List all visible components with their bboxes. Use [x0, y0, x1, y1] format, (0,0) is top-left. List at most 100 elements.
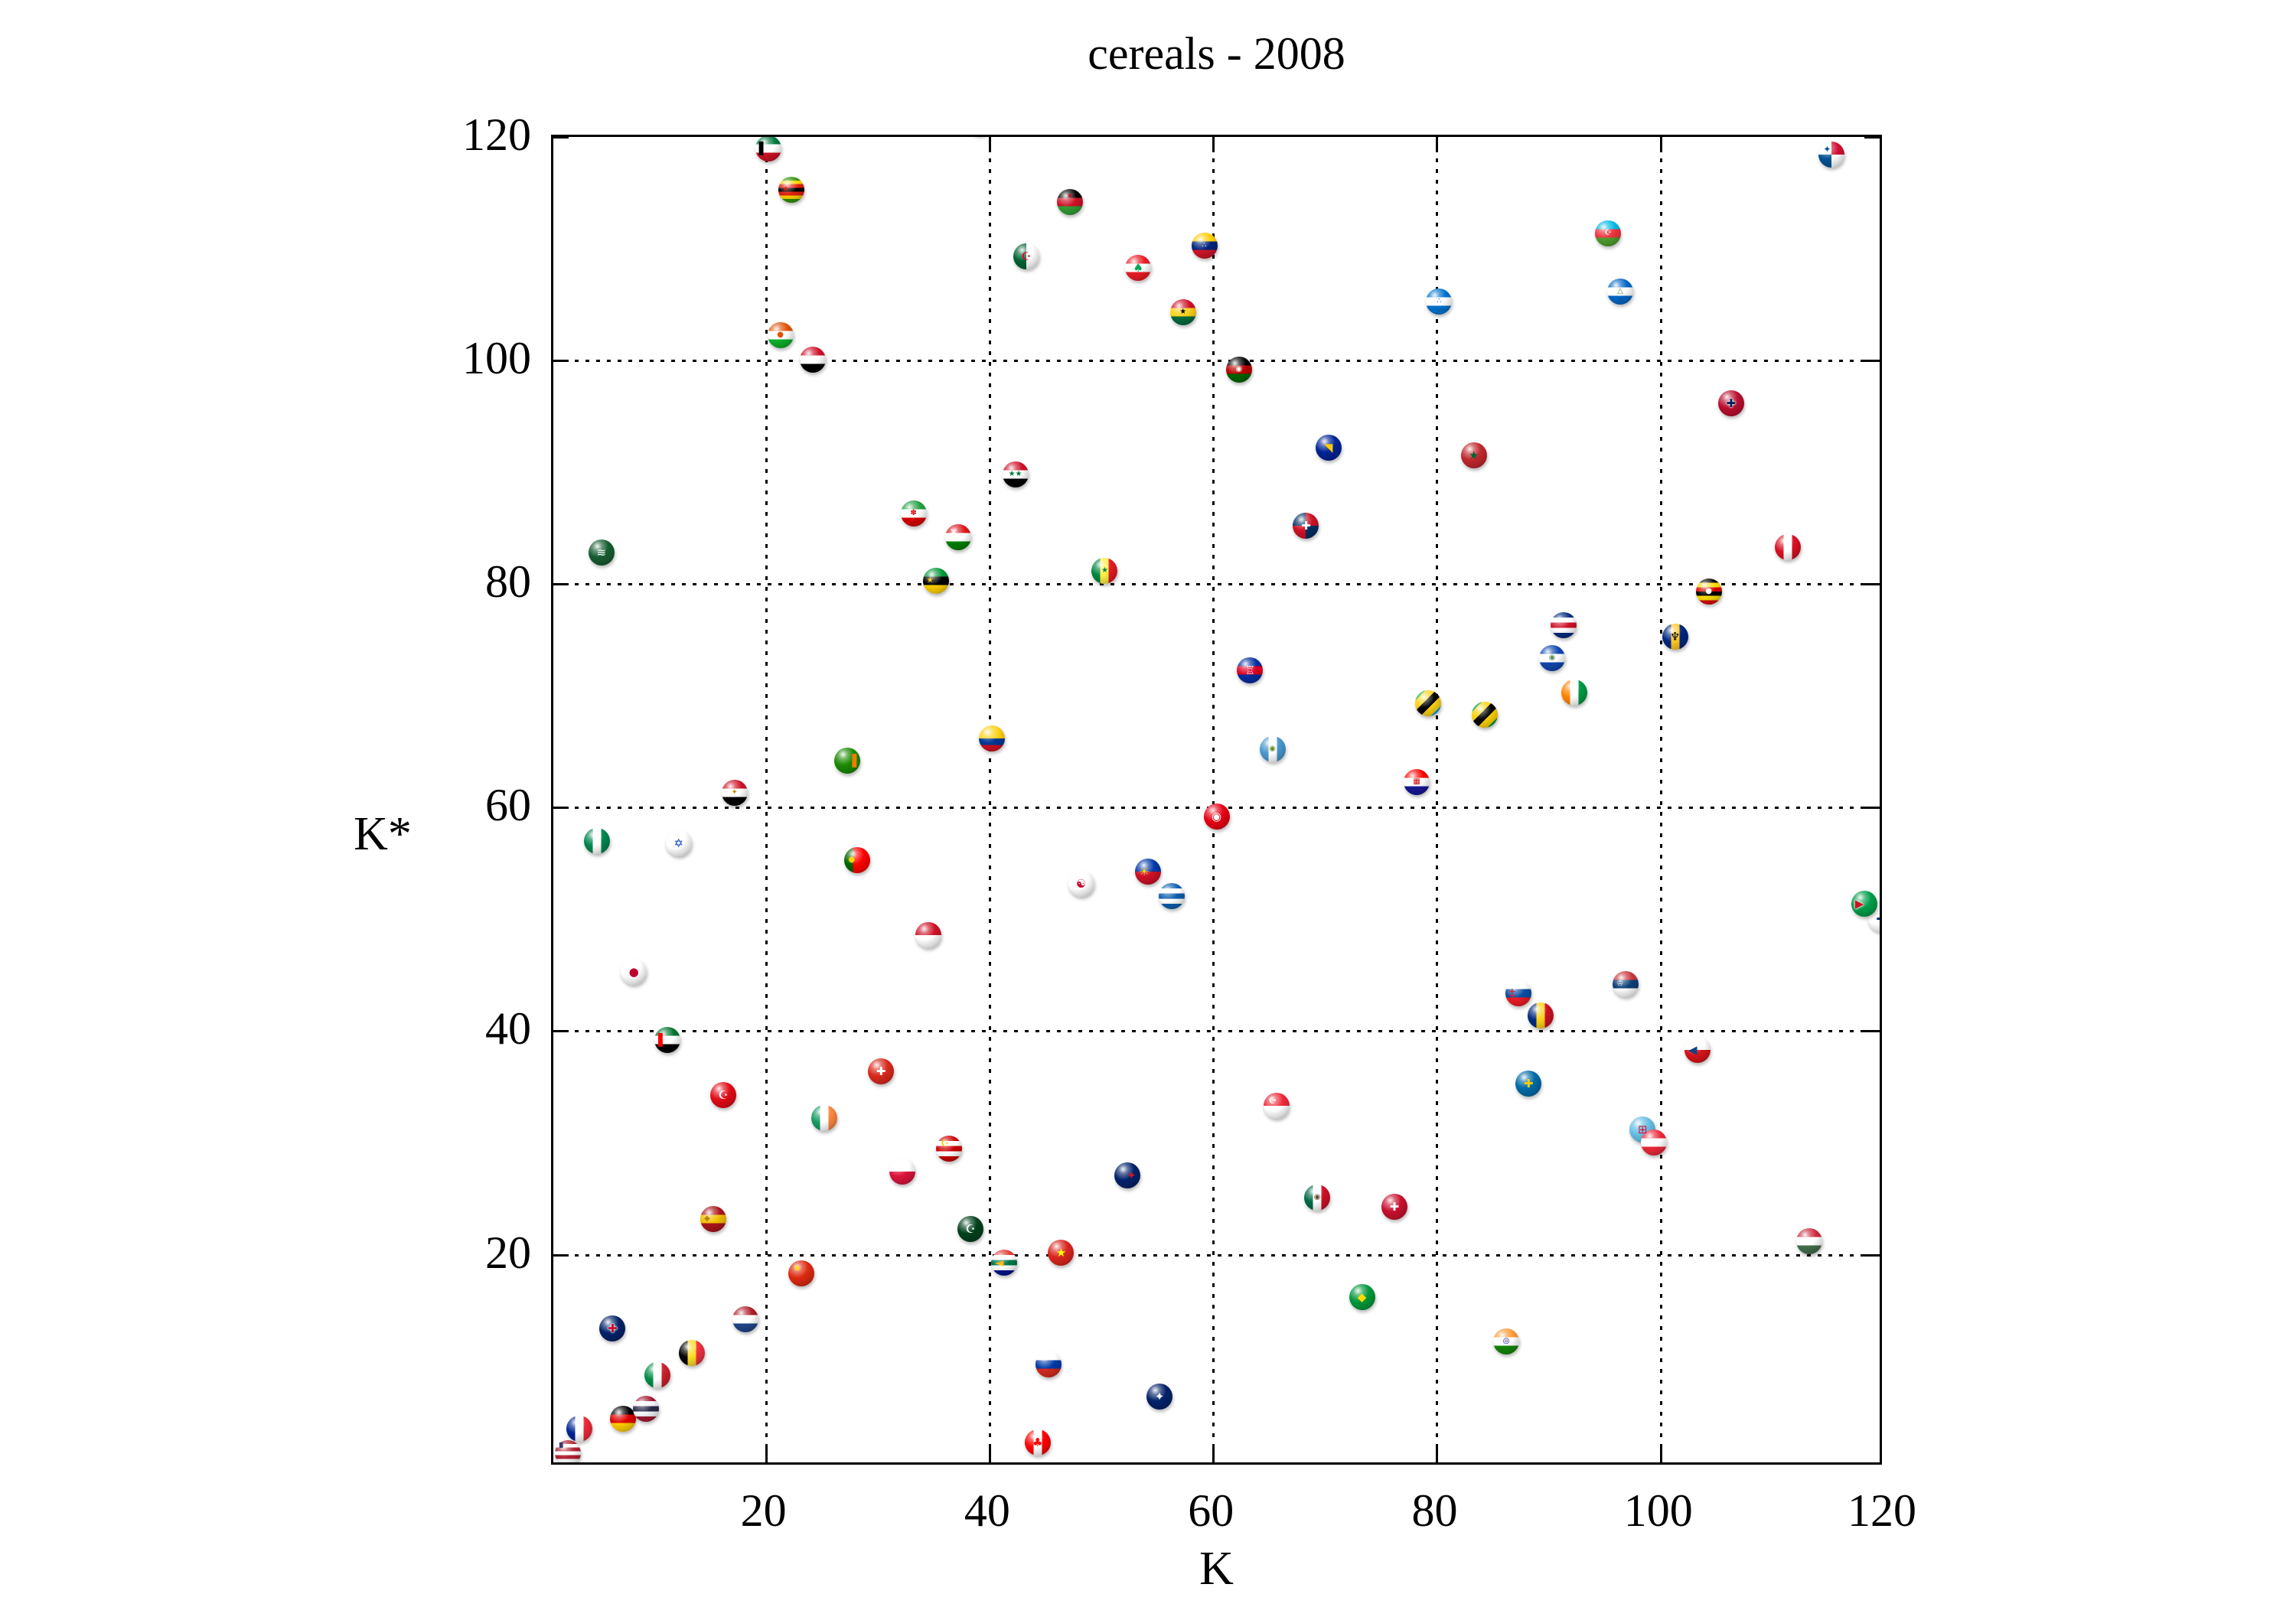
- flag-badge-bosnia-and-herzegovina: ◥: [1323, 441, 1333, 455]
- x-gridline: [1436, 137, 1439, 1462]
- flag-ball-guatemala: ◉: [1259, 736, 1286, 763]
- flag-badge-south-korea: ☯: [1076, 876, 1087, 891]
- flag-ball-morocco: ★: [1460, 442, 1487, 469]
- flag-badge-sweden: ✚: [1523, 1077, 1534, 1091]
- x-tick-mark: [1212, 137, 1215, 152]
- flag-badge-croatia: ▦: [1413, 777, 1420, 786]
- flag-ball-nigeria: [583, 828, 610, 855]
- flag-ball-mexico: ◉: [1304, 1185, 1331, 1211]
- scatter-plot-area: ▘✚◆★☪◄★✦♣◆◎◉✚⊞◀✚‡♔☪✚▌●☪✦☪☯☀✚▶✡●✦◉▐◉▦◉♆●♖…: [551, 135, 1882, 1465]
- flag-badge-uganda: ●: [1705, 587, 1712, 596]
- x-tick-label: 120: [1848, 1485, 1916, 1536]
- flag-badge-venezuela: ∴: [1202, 240, 1207, 249]
- flag-ball-azerbaijan: ☪: [1595, 220, 1622, 246]
- flag-ball-niger: ●: [767, 321, 794, 348]
- y-gridline: [553, 360, 1880, 363]
- flag-ball-canada: ♣: [1024, 1429, 1051, 1455]
- x-tick-label: 60: [1188, 1485, 1234, 1536]
- flag-badge-niger: ●: [777, 330, 784, 339]
- flag-ball-saudi-arabia: ≋: [588, 539, 615, 566]
- flag-ball-ireland: [810, 1105, 837, 1132]
- flag-badge-brazil: ◆: [1357, 1290, 1367, 1304]
- flag-ball-kuwait: ▌: [755, 137, 781, 161]
- y-gridline: [553, 1030, 1880, 1033]
- flag-ball-hungary: [1796, 1227, 1823, 1254]
- flag-badge-senegal: ★: [1101, 566, 1108, 575]
- flag-ball-pakistan: ☪: [957, 1215, 984, 1242]
- y-tick-mark: [1864, 583, 1880, 586]
- flag-badge-egypt: ✦: [731, 788, 738, 797]
- x-tick-label: 20: [740, 1485, 787, 1536]
- flag-ball-colombia: [978, 725, 1005, 751]
- flag-ball-uganda: ●: [1695, 579, 1722, 605]
- flag-ball-peru: [1775, 534, 1802, 560]
- flag-badge-philippines: ☀: [1139, 864, 1150, 878]
- flag-ball-brazil: ◆: [1349, 1284, 1375, 1310]
- flag-badge-lebanon: ♠: [1133, 260, 1143, 275]
- flag-badge-czech-republic: ◀: [1688, 1043, 1698, 1058]
- flag-ball-mozambique: ★: [922, 567, 949, 594]
- flag-ball-slovakia: ‡: [1505, 980, 1532, 1006]
- y-tick-mark: [553, 1253, 569, 1257]
- flag-ball-guyana: ▶: [1851, 890, 1877, 917]
- flag-ball-united-kingdom: ✚: [599, 1315, 626, 1341]
- flag-ball-poland: [889, 1159, 915, 1185]
- flag-badge-singapore: ☪: [1268, 1095, 1277, 1107]
- flag-ball-algeria: ☪: [1013, 243, 1040, 270]
- y-tick-mark: [1864, 360, 1880, 363]
- flag-badge-el-salvador: ◉: [1548, 653, 1556, 662]
- y-tick-mark: [553, 360, 569, 363]
- y-axis-label: K*: [354, 808, 412, 860]
- flag-ball-turkey: ☪: [710, 1081, 737, 1108]
- flag-badge-panama: ✦: [1823, 144, 1831, 155]
- flag-badge-denmark: ✚: [1389, 1199, 1400, 1214]
- flag-ball-singapore: ☪: [1264, 1093, 1290, 1120]
- flag-ball-china: ★: [788, 1260, 815, 1287]
- flag-badge-norway: ✚: [1726, 396, 1737, 410]
- flag-badge-malaysia: ☪: [941, 1137, 950, 1149]
- flag-ball-oman: ✕: [945, 523, 971, 550]
- flag-ball-germany: [609, 1406, 636, 1433]
- flag-ball-malaysia: ☪: [936, 1135, 963, 1162]
- flag-ball-honduras: ∴: [1426, 288, 1453, 315]
- flag-ball-france: [566, 1416, 592, 1442]
- flag-badge-pakistan: ☪: [965, 1221, 976, 1236]
- flag-ball-japan: ●: [621, 958, 647, 985]
- y-tick-mark: [553, 137, 569, 139]
- flag-badge-iran: ✽: [910, 509, 917, 518]
- flag-badge-united-kingdom: ✚: [608, 1321, 618, 1335]
- flag-ball-dominican-republic: ✚: [1293, 513, 1319, 539]
- y-tick-label: 20: [485, 1227, 531, 1278]
- flag-ball-netherlands: [732, 1306, 759, 1333]
- flag-ball-panama: ✦: [1818, 142, 1845, 168]
- flag-ball-israel: ✡: [665, 830, 692, 857]
- flag-badge-united-arab-emirates: ▌: [658, 1033, 667, 1048]
- y-gridline: [553, 583, 1880, 586]
- flag-ball-ivory-coast: [1561, 679, 1588, 706]
- flag-badge-nicaragua: △: [1617, 286, 1623, 295]
- flag-badge-canada: ♣: [1032, 1435, 1043, 1449]
- flag-ball-norway: ✚: [1717, 390, 1744, 416]
- flag-ball-yemen: [800, 346, 827, 373]
- y-tick-mark: [553, 1030, 569, 1033]
- flag-ball-syria: ★★: [1002, 461, 1029, 488]
- flag-badge-saudi-arabia: ≋: [596, 546, 607, 560]
- flag-badge-zambia: ▐: [847, 753, 857, 768]
- y-tick-label: 100: [462, 333, 531, 384]
- flag-ball-romania: [1528, 1002, 1554, 1028]
- flag-ball-switzerland: ✚: [868, 1058, 895, 1084]
- flag-badge-mozambique: ★: [926, 575, 934, 585]
- flag-badge-australia: ✦: [1154, 1389, 1165, 1403]
- flag-ball-malawi: ✶: [1057, 188, 1084, 215]
- flag-ball-india: ◎: [1493, 1328, 1520, 1355]
- flag-ball-united-states: ▘: [554, 1440, 581, 1462]
- flag-ball-philippines: ☀: [1135, 858, 1162, 885]
- flag-badge-kuwait: ▌: [758, 141, 768, 155]
- x-tick-label: 100: [1623, 1485, 1693, 1536]
- flag-ball-lebanon: ♠: [1125, 254, 1152, 281]
- flag-ball-egypt: ✦: [721, 780, 748, 807]
- flag-badge-new-zealand: ✦: [1127, 1168, 1137, 1182]
- flag-badge-malawi: ✶: [1066, 190, 1075, 201]
- flag-badge-united-states: ▘: [559, 1442, 567, 1454]
